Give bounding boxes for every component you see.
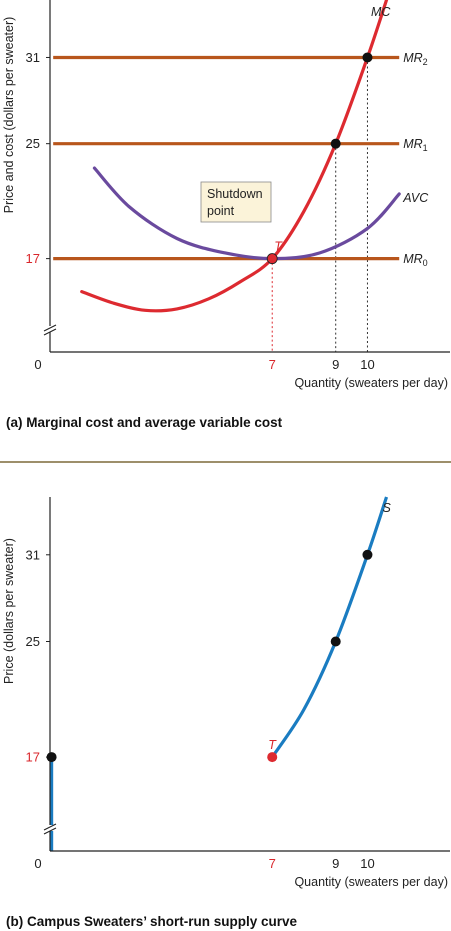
y-tick-label: 17 bbox=[26, 251, 40, 266]
x-tick-label: 9 bbox=[332, 357, 339, 372]
x-tick-label: 10 bbox=[360, 357, 374, 372]
x-tick-label: 0 bbox=[34, 856, 41, 871]
panel-b-axes: 17 25 31 0 7 9 10 Quantity (sweaters per day) Pr… bbox=[2, 497, 450, 889]
data-point bbox=[362, 52, 372, 62]
data-point bbox=[362, 550, 372, 560]
shutdown-callout-text: point bbox=[207, 204, 235, 218]
panel-a-cost-curves bbox=[82, 0, 399, 311]
x-tick-label: 7 bbox=[269, 357, 276, 372]
shutdown-point bbox=[267, 254, 277, 264]
data-point bbox=[331, 636, 341, 646]
mr-label-subscript: 0 bbox=[423, 258, 428, 268]
data-point bbox=[47, 752, 57, 762]
shutdown-point-label: T bbox=[268, 738, 277, 752]
panel-b-supply-chart: 17 25 31 0 7 9 10 Quantity (sweaters per day) Pr… bbox=[2, 497, 450, 929]
x-tick-label: 10 bbox=[360, 856, 374, 871]
mr-label-text: MR bbox=[403, 252, 422, 266]
y-tick-label: 31 bbox=[26, 50, 40, 65]
x-tick-label: 7 bbox=[269, 856, 276, 871]
y-tick-label: 17 bbox=[26, 750, 40, 765]
y-tick-label: 25 bbox=[26, 136, 40, 151]
mc-curve-label: MC bbox=[371, 5, 391, 19]
mr-line-label: MR0 bbox=[403, 252, 427, 268]
axis-break-gap bbox=[44, 825, 56, 831]
panel-b-caption: (b) Campus Sweaters’ short-run supply cu… bbox=[6, 914, 298, 929]
mr-line-label: MR1 bbox=[403, 137, 427, 153]
x-tick-label: 9 bbox=[332, 856, 339, 871]
axis-break-gap bbox=[44, 326, 56, 332]
y-axis-title: Price and cost (dollars per sweater) bbox=[2, 17, 16, 214]
shutdown-point-label: T bbox=[274, 240, 283, 254]
mr-label-text: MR bbox=[403, 51, 422, 65]
x-axis-title: Quantity (sweaters per day) bbox=[294, 376, 448, 390]
y-tick-label: 31 bbox=[26, 547, 40, 562]
panel-a-marginal-revenue-lines bbox=[53, 57, 399, 258]
shutdown-callout-text: Shutdown bbox=[207, 187, 263, 201]
panel-b-supply-curve bbox=[52, 497, 387, 851]
panel-b-points bbox=[47, 550, 373, 762]
data-point bbox=[331, 139, 341, 149]
avc-curve-label: AVC bbox=[402, 191, 429, 205]
supply-curve-label: S bbox=[383, 501, 392, 515]
panel-a-caption: (a) Marginal cost and average variable c… bbox=[6, 415, 283, 430]
x-tick-label: 0 bbox=[34, 357, 41, 372]
shutdown-point bbox=[267, 752, 277, 762]
y-axis-title: Price (dollars per sweater) bbox=[2, 538, 16, 684]
marginal-cost-curve bbox=[82, 0, 387, 311]
mr-label-subscript: 2 bbox=[423, 57, 428, 67]
y-tick-label: 25 bbox=[26, 634, 40, 649]
supply-curve bbox=[272, 497, 386, 757]
mr-line-label: MR2 bbox=[403, 51, 427, 67]
x-axis-title: Quantity (sweaters per day) bbox=[294, 875, 448, 889]
mr-label-text: MR bbox=[403, 137, 422, 151]
mr-label-subscript: 1 bbox=[423, 143, 428, 153]
